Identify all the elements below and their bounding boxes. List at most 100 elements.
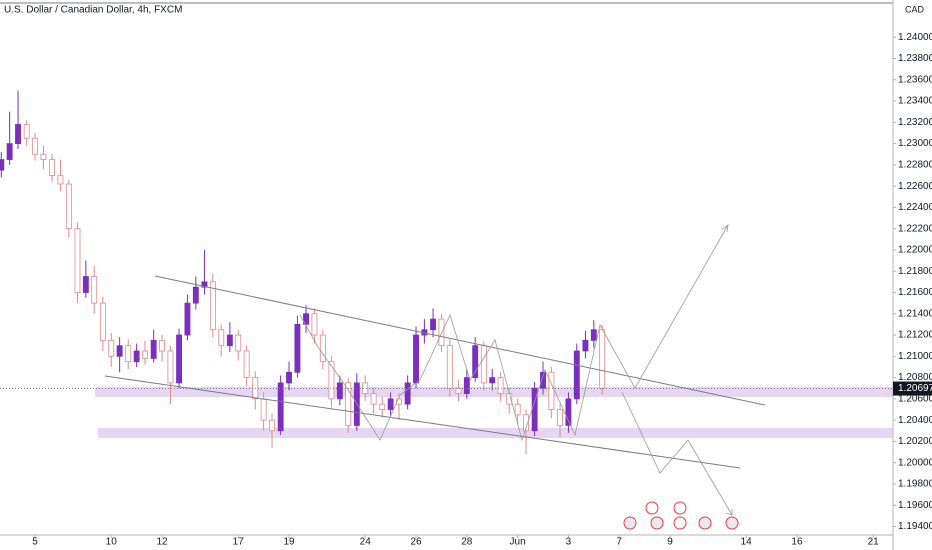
y-tick-label: 1.23000 [898, 138, 932, 149]
y-tick-label: 1.23400 [898, 96, 932, 107]
candle-body [108, 339, 115, 357]
candle-body [523, 414, 529, 432]
currency-label: CAD [905, 4, 925, 14]
candle-body [74, 228, 81, 293]
candle-body [438, 318, 445, 347]
event-icon [623, 516, 637, 530]
candle-body [6, 143, 13, 160]
y-tick-label: 1.20800 [898, 372, 932, 383]
event-icon [645, 501, 659, 515]
event-icon [673, 516, 687, 530]
candle-body [209, 281, 216, 331]
candle-body [0, 159, 5, 171]
y-tick-label: 1.21400 [898, 308, 932, 319]
candle-body [65, 183, 72, 230]
candle-body [15, 124, 21, 144]
candle-body [269, 419, 275, 432]
event-icon [725, 516, 739, 530]
x-tick-label: Jun [510, 537, 526, 548]
x-tick-label: 19 [283, 537, 295, 548]
candle-body [311, 313, 318, 336]
x-tick-label: 24 [360, 537, 372, 548]
candle-body [404, 382, 411, 405]
event-icon [698, 516, 712, 530]
projection-path [621, 391, 733, 516]
candle-body [413, 334, 419, 384]
y-tick-label: 1.22400 [898, 202, 932, 213]
x-tick-label: 17 [233, 537, 245, 548]
candle-body [387, 398, 394, 410]
candle-body [142, 350, 148, 359]
candle-body [57, 175, 64, 185]
x-tick-label: 3 [566, 537, 572, 548]
candle-body [480, 345, 487, 384]
candle-body [32, 137, 38, 155]
candle-body [192, 286, 199, 304]
candle-body [23, 124, 30, 139]
drawings [104, 224, 766, 516]
candle-body [303, 313, 309, 325]
candle-body [125, 345, 132, 363]
y-tick-label: 1.22000 [898, 245, 932, 256]
candle-body [514, 403, 521, 416]
x-tick-label: 10 [106, 537, 118, 548]
y-tick-label: 1.23200 [898, 117, 932, 128]
candle-body [548, 371, 555, 410]
y-tick-label: 1.24000 [898, 32, 932, 43]
candle-body [99, 302, 106, 341]
x-tick-label: 16 [791, 537, 803, 548]
y-tick-label: 1.20400 [898, 415, 932, 426]
x-tick-label: 14 [741, 537, 753, 548]
candle-body [319, 334, 326, 363]
candle-body [345, 382, 352, 426]
candle-body [362, 382, 369, 394]
y-tick-label: 1.19800 [898, 479, 932, 490]
y-tick-label: 1.22200 [898, 223, 932, 234]
candle-body [430, 318, 436, 331]
candle-body [243, 350, 250, 378]
x-tick-label: 7 [616, 537, 622, 548]
candle-body [489, 377, 496, 384]
candle-body [150, 339, 157, 359]
y-tick-label: 1.21600 [898, 287, 932, 298]
x-tick-label: 28 [461, 537, 473, 548]
candle-body [201, 281, 208, 288]
candle-body [277, 382, 284, 432]
candle-body [133, 350, 140, 363]
candle-body [573, 350, 580, 400]
candle-body [40, 153, 47, 160]
y-tick-label: 1.20600 [898, 393, 932, 404]
candle-body [336, 382, 343, 400]
candle-body [565, 398, 572, 426]
last-price-box [893, 381, 932, 396]
candle-body [82, 276, 89, 293]
chart-title: U.S. Dollar / Canadian Dollar, 4h, FXCM [4, 5, 182, 16]
candle-body [446, 345, 453, 389]
y-tick-label: 1.19400 [898, 521, 932, 532]
support-zone [95, 387, 893, 397]
y-tick-label: 1.22600 [898, 181, 932, 192]
y-tick-label: 1.23600 [898, 74, 932, 85]
projection-path [299, 224, 729, 442]
candle-body [531, 387, 538, 432]
candle-body [167, 350, 174, 384]
event-icon [673, 501, 687, 515]
x-tick-label: 12 [156, 537, 168, 548]
trendline [104, 375, 741, 469]
candle-body [557, 409, 563, 426]
y-tick-label: 1.21800 [898, 266, 932, 277]
candle-body [116, 345, 123, 357]
y-tick-label: 1.20200 [898, 436, 932, 447]
candle-body [590, 329, 597, 341]
candle-body [91, 276, 98, 304]
x-tick-label: 5 [32, 537, 38, 548]
candle-body [396, 398, 402, 405]
candle-body [49, 159, 56, 176]
candle-body [599, 329, 606, 389]
candle-body [370, 393, 377, 405]
y-tick-label: 1.21000 [898, 351, 932, 362]
arrow-head [721, 224, 729, 233]
candle-body [582, 339, 589, 352]
